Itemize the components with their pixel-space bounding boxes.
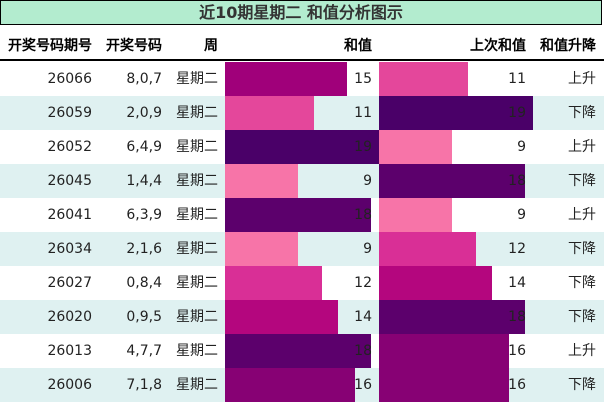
table-row: 26041 6,3,9 星期二 18 9 上升	[0, 198, 604, 232]
numbers-cell: 7,1,8	[126, 377, 162, 393]
header-week: 周	[204, 38, 218, 54]
sum-value: 12	[354, 275, 372, 291]
issue-cell: 26045	[47, 173, 92, 189]
sum-bar	[225, 232, 298, 266]
week-cell: 星期二	[176, 139, 218, 155]
prev-sum-value: 18	[508, 309, 526, 325]
prev-sum-bar	[379, 62, 468, 96]
trend-cell: 下降	[568, 309, 596, 325]
sum-bar	[225, 300, 338, 334]
week-cell: 星期二	[176, 207, 218, 223]
table-row: 26059 2,0,9 星期二 11 19 下降	[0, 96, 604, 130]
trend-cell: 下降	[568, 241, 596, 257]
prev-sum-value: 18	[508, 173, 526, 189]
numbers-cell: 1,4,4	[126, 173, 162, 189]
issue-cell: 26052	[47, 139, 92, 155]
sum-value: 14	[354, 309, 372, 325]
header-trend: 和值升降	[540, 38, 596, 54]
header-numbers: 开奖号码	[106, 38, 162, 54]
prev-sum-bar	[379, 232, 476, 266]
table-row: 26034 2,1,6 星期二 9 12 下降	[0, 232, 604, 266]
header-prev-sum: 上次和值	[470, 38, 526, 54]
numbers-cell: 4,7,7	[126, 343, 162, 359]
header-issue: 开奖号码期号	[8, 38, 92, 54]
sum-value: 19	[354, 139, 372, 155]
header-sum: 和值	[344, 38, 372, 54]
issue-cell: 26066	[47, 71, 92, 87]
prev-sum-value: 9	[517, 207, 526, 223]
prev-sum-value: 11	[508, 71, 526, 87]
table-row: 26066 8,0,7 星期二 15 11 上升	[0, 62, 604, 96]
sum-bar	[225, 96, 314, 130]
week-cell: 星期二	[176, 275, 218, 291]
issue-cell: 26034	[47, 241, 92, 257]
prev-sum-value: 14	[508, 275, 526, 291]
prev-sum-value: 12	[508, 241, 526, 257]
sum-bar	[225, 198, 371, 232]
sum-bar	[225, 334, 371, 368]
trend-cell: 上升	[568, 71, 596, 87]
issue-cell: 26006	[47, 377, 92, 393]
trend-cell: 上升	[568, 139, 596, 155]
sum-value: 11	[354, 105, 372, 121]
prev-sum-bar	[379, 300, 525, 334]
trend-cell: 下降	[568, 105, 596, 121]
sum-value: 15	[354, 71, 372, 87]
numbers-cell: 0,8,4	[126, 275, 162, 291]
prev-sum-bar	[379, 266, 492, 300]
sum-value: 18	[354, 207, 372, 223]
trend-cell: 下降	[568, 173, 596, 189]
issue-cell: 26027	[47, 275, 92, 291]
table-row: 26013 4,7,7 星期二 18 16 上升	[0, 334, 604, 368]
prev-sum-value: 16	[508, 377, 526, 393]
sum-bar	[225, 266, 322, 300]
table-row: 26027 0,8,4 星期二 12 14 下降	[0, 266, 604, 300]
trend-cell: 上升	[568, 207, 596, 223]
trend-cell: 下降	[568, 275, 596, 291]
numbers-cell: 6,3,9	[126, 207, 162, 223]
trend-cell: 下降	[568, 377, 596, 393]
prev-sum-bar	[379, 130, 452, 164]
table-row: 26052 6,4,9 星期二 19 9 上升	[0, 130, 604, 164]
prev-sum-bar	[379, 368, 509, 402]
prev-sum-bar	[379, 96, 533, 130]
week-cell: 星期二	[176, 241, 218, 257]
issue-cell: 26059	[47, 105, 92, 121]
trend-cell: 上升	[568, 343, 596, 359]
numbers-cell: 2,0,9	[126, 105, 162, 121]
week-cell: 星期二	[176, 71, 218, 87]
numbers-cell: 2,1,6	[126, 241, 162, 257]
table-header: 开奖号码期号 开奖号码 周 和值 上次和值 和值升降	[0, 25, 604, 61]
week-cell: 星期二	[176, 309, 218, 325]
prev-sum-value: 19	[508, 105, 526, 121]
sum-bar	[225, 164, 298, 198]
week-cell: 星期二	[176, 105, 218, 121]
week-cell: 星期二	[176, 377, 218, 393]
sum-bar	[225, 130, 379, 164]
prev-sum-bar	[379, 198, 452, 232]
prev-sum-value: 16	[508, 343, 526, 359]
numbers-cell: 0,9,5	[126, 309, 162, 325]
prev-sum-value: 9	[517, 139, 526, 155]
table-row: 26045 1,4,4 星期二 9 18 下降	[0, 164, 604, 198]
table-row: 26006 7,1,8 星期二 16 16 下降	[0, 368, 604, 402]
week-cell: 星期二	[176, 173, 218, 189]
chart-title: 近10期星期二 和值分析图示	[0, 0, 602, 25]
prev-sum-bar	[379, 164, 525, 198]
sum-bar	[225, 62, 347, 96]
week-cell: 星期二	[176, 343, 218, 359]
table-row: 26020 0,9,5 星期二 14 18 下降	[0, 300, 604, 334]
prev-sum-bar	[379, 334, 509, 368]
sum-value: 16	[354, 377, 372, 393]
issue-cell: 26020	[47, 309, 92, 325]
issue-cell: 26041	[47, 207, 92, 223]
sum-value: 18	[354, 343, 372, 359]
numbers-cell: 8,0,7	[126, 71, 162, 87]
sum-value: 9	[363, 241, 372, 257]
sum-bar	[225, 368, 355, 402]
numbers-cell: 6,4,9	[126, 139, 162, 155]
issue-cell: 26013	[47, 343, 92, 359]
sum-value: 9	[363, 173, 372, 189]
